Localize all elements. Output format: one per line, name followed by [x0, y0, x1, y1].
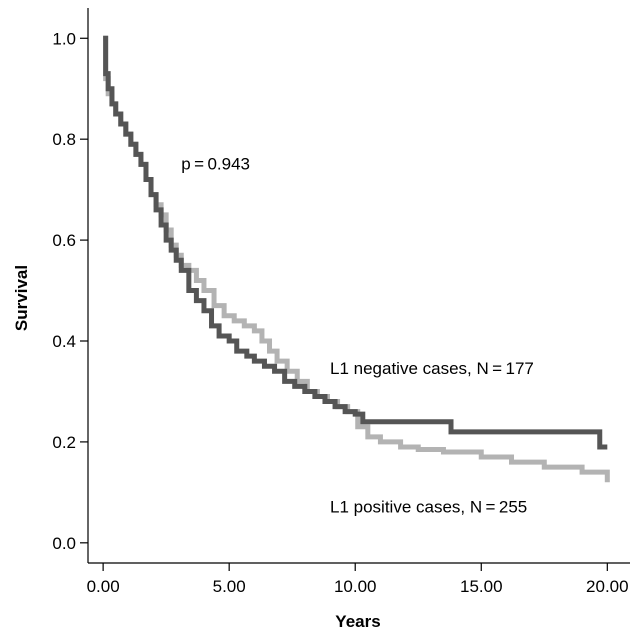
- series-line-l1-negative: [103, 35, 608, 450]
- series-layer: [103, 35, 610, 483]
- y-tick-label: 0.8: [52, 130, 76, 149]
- y-tick-label: 1.0: [52, 29, 76, 48]
- axes: [87, 8, 630, 564]
- y-tick-label: 0.6: [52, 231, 76, 250]
- y-axis-title: Survival: [12, 265, 31, 331]
- y-tick-label: 0.4: [52, 332, 76, 351]
- x-tick-label: 20.00: [586, 577, 629, 596]
- annotation-label: L1 negative cases, N = 177: [330, 359, 534, 378]
- annotation-label: p = 0.943: [181, 154, 250, 173]
- x-tick-label: 10.00: [334, 577, 377, 596]
- y-tick-label: 0.2: [52, 433, 76, 452]
- x-ticks: 0.00 5.00 10.00 15.00 20.00: [87, 563, 629, 596]
- x-axis-title: Years: [335, 612, 380, 631]
- annotation-label: L1 positive cases, N = 255: [330, 498, 527, 517]
- x-tick-label: 5.00: [213, 577, 246, 596]
- y-tick-label: 0.0: [52, 534, 76, 553]
- x-tick-label: 15.00: [460, 577, 503, 596]
- y-ticks: 0.0 0.2 0.4 0.6 0.8 1.0: [52, 29, 88, 553]
- x-tick-label: 0.00: [87, 577, 120, 596]
- annotations: p = 0.943 L1 negative cases, N = 177 L1 po…: [181, 154, 534, 516]
